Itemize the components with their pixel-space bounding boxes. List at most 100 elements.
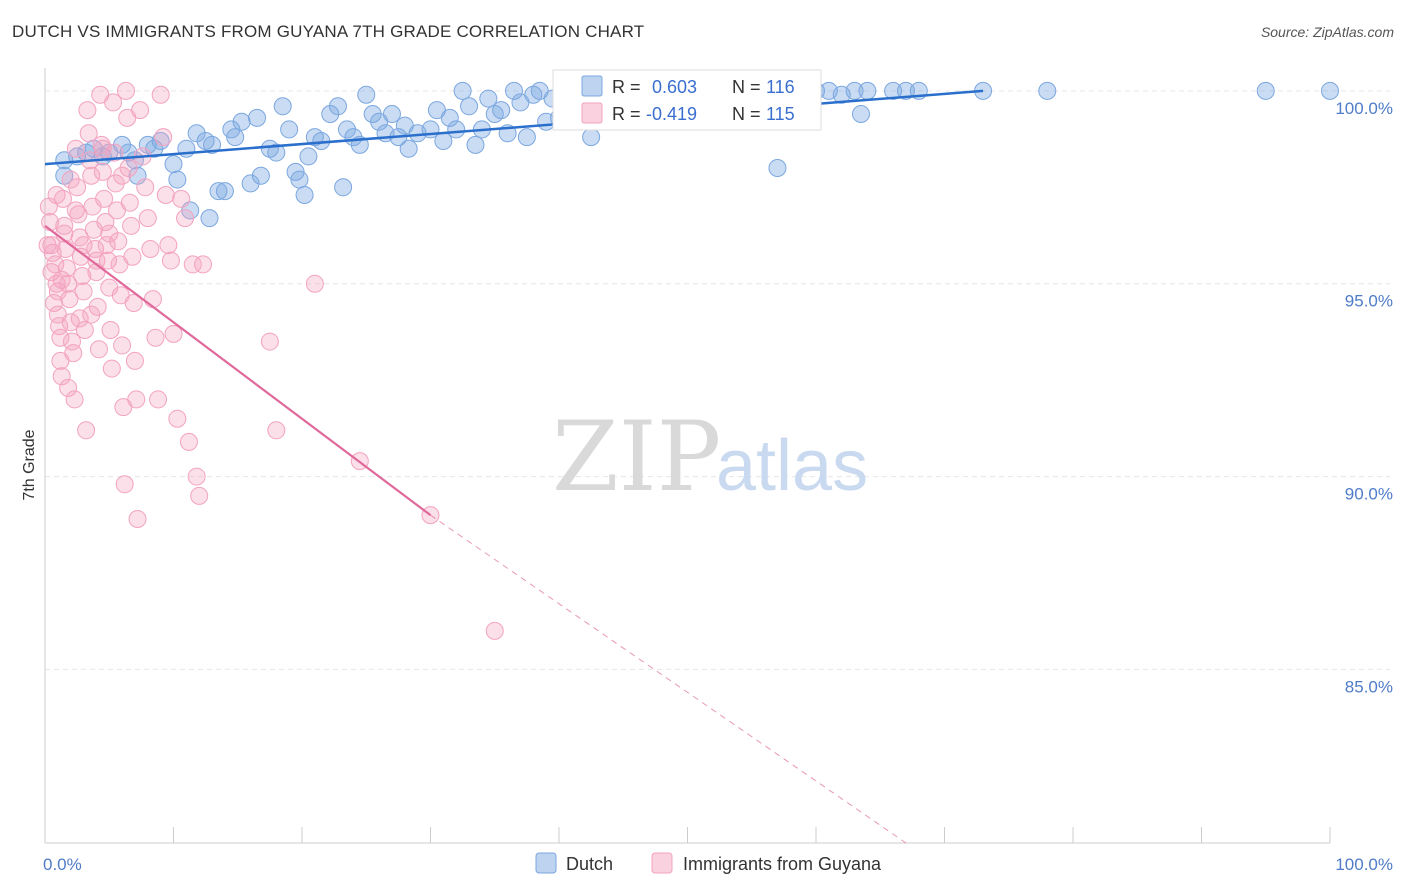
point-guyana-45 — [97, 236, 116, 255]
point-dutch-110 — [896, 81, 915, 100]
series-legend: Dutch Immigrants from Guyana — [535, 852, 882, 874]
point-guyana-114 — [38, 236, 57, 255]
point-guyana-75 — [143, 290, 162, 309]
point-guyana-51 — [105, 143, 124, 162]
point-dutch-26 — [232, 112, 251, 131]
chart-title: DUTCH VS IMMIGRANTS FROM GUYANA 7TH GRAD… — [12, 22, 645, 41]
point-dutch-80 — [582, 128, 601, 147]
trend-line-guyana-extension — [430, 514, 907, 844]
point-guyana-31 — [79, 124, 98, 143]
point-guyana-21 — [66, 139, 85, 158]
point-guyana-83 — [164, 324, 183, 343]
stats-swatch-dutch — [581, 75, 603, 97]
point-dutch-20 — [200, 209, 219, 228]
point-dutch-46 — [357, 85, 376, 104]
stats-swatch-guyana — [581, 102, 603, 124]
y-tick-label-0: 100.0% — [1335, 99, 1393, 118]
point-dutch-68 — [505, 81, 524, 100]
stats-r-label-dutch: R = — [612, 77, 641, 97]
point-guyana-74 — [141, 240, 160, 258]
point-guyana-67 — [125, 351, 144, 370]
point-guyana-96 — [87, 251, 106, 270]
point-dutch-42 — [334, 178, 353, 197]
point-guyana-85 — [172, 189, 191, 208]
point-guyana-54 — [109, 232, 128, 251]
point-dutch-107 — [851, 105, 870, 123]
point-dutch-22 — [209, 182, 228, 201]
point-guyana-20 — [65, 390, 84, 409]
point-guyana-92 — [42, 263, 61, 282]
point-guyana-30 — [78, 101, 97, 120]
stats-r-value-guyana: -0.419 — [646, 104, 697, 124]
point-dutch-33 — [280, 120, 299, 139]
point-guyana-72 — [136, 178, 155, 197]
point-guyana-36 — [86, 240, 105, 258]
trend-lines — [44, 89, 984, 844]
source-credit: Source: ZipAtlas.com — [1260, 24, 1394, 40]
point-dutch-29 — [251, 166, 270, 185]
legend-swatch-dutch — [535, 852, 557, 874]
point-guyana-43 — [95, 189, 114, 208]
point-guyana-93 — [55, 216, 74, 235]
y-axis-label: 7th Grade — [21, 429, 38, 500]
point-dutch-108 — [858, 81, 877, 100]
point-dutch-53 — [399, 139, 418, 158]
point-dutch-64 — [479, 89, 498, 108]
point-guyana-86 — [176, 209, 195, 228]
point-dutch-61 — [460, 97, 479, 116]
point-dutch-37 — [299, 147, 318, 166]
y-tick-label-1: 95.0% — [1345, 292, 1393, 311]
stats-n-label-guyana: N = — [732, 104, 761, 124]
point-dutch-50 — [382, 105, 401, 123]
watermark-atlas: atlas — [716, 426, 868, 506]
point-guyana-94 — [61, 170, 80, 189]
point-guyana-97 — [100, 224, 119, 243]
point-guyana-82 — [161, 251, 180, 270]
legend-label-dutch: Dutch — [566, 854, 613, 874]
point-guyana-33 — [82, 166, 101, 185]
point-guyana-50 — [104, 93, 123, 112]
point-guyana-103 — [82, 305, 101, 324]
watermark: ZIP atlas — [552, 401, 868, 513]
point-guyana-19 — [64, 344, 83, 363]
point-dutch-21 — [203, 135, 222, 154]
point-guyana-49 — [102, 359, 121, 378]
point-guyana-90 — [190, 486, 209, 505]
point-guyana-44 — [96, 213, 115, 231]
point-dutch-41 — [328, 97, 347, 116]
trend-line-guyana — [44, 224, 432, 517]
point-guyana-77 — [149, 390, 168, 409]
stats-n-label-dutch: N = — [732, 77, 761, 97]
point-guyana-60 — [116, 81, 135, 100]
point-dutch-114 — [1256, 81, 1275, 100]
watermark-zip: ZIP — [552, 401, 721, 513]
point-guyana-48 — [101, 321, 120, 339]
point-dutch-31 — [267, 143, 286, 162]
point-guyana-28 — [75, 321, 94, 339]
point-guyana-14 — [57, 259, 76, 278]
stats-legend: R = 0.603 N = 116 R = -0.419 N = 115 — [552, 69, 822, 131]
y-tick-label-3: 85.0% — [1345, 677, 1393, 696]
series-guyana — [38, 81, 504, 640]
point-guyana-84 — [168, 409, 187, 428]
point-guyana-68 — [127, 390, 146, 409]
point-guyana-105 — [267, 421, 286, 440]
point-guyana-111 — [52, 270, 71, 289]
legend-swatch-guyana — [651, 852, 673, 874]
point-guyana-27 — [74, 282, 93, 301]
point-dutch-115 — [1321, 81, 1339, 100]
point-guyana-99 — [44, 294, 63, 312]
point-guyana-106 — [305, 274, 324, 293]
point-guyana-98 — [113, 166, 132, 185]
axes — [44, 68, 1331, 844]
point-guyana-29 — [77, 421, 96, 440]
point-guyana-76 — [146, 328, 165, 347]
point-guyana-22 — [68, 178, 87, 197]
point-dutch-28 — [248, 108, 267, 127]
point-guyana-112 — [70, 309, 89, 328]
point-guyana-62 — [119, 159, 138, 177]
point-dutch-35 — [290, 170, 309, 189]
point-dutch-36 — [295, 186, 314, 204]
point-guyana-70 — [131, 101, 150, 120]
